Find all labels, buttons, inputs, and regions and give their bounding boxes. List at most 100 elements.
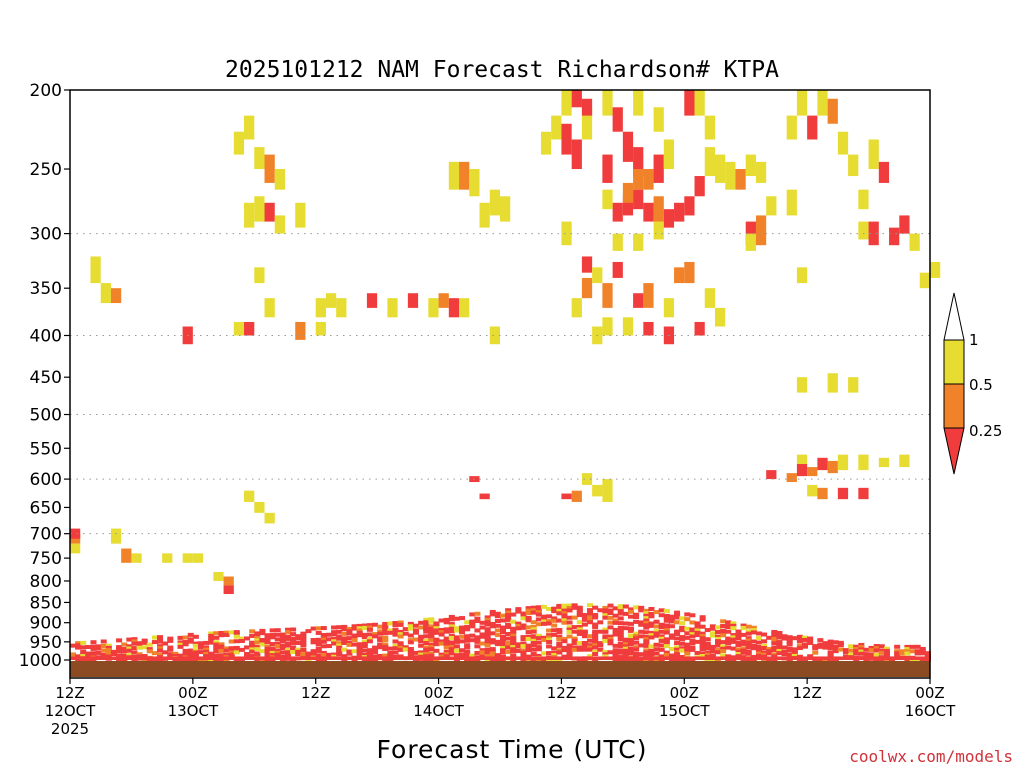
y-tick-label: 600 (30, 470, 62, 490)
boundary-layer-cell (377, 638, 384, 643)
boundary-layer-cell (285, 627, 291, 632)
boundary-layer-cell (249, 629, 256, 634)
boundary-layer-cell (197, 658, 204, 663)
boundary-layer-cell (438, 639, 445, 644)
boundary-layer-cell (402, 647, 409, 652)
boundary-layer-cell (387, 630, 394, 635)
boundary-layer-cell (735, 629, 742, 634)
boundary-layer-cell (433, 642, 440, 647)
boundary-layer-cell (510, 645, 517, 650)
boundary-layer-cell (331, 625, 338, 630)
boundary-layer-cell (561, 620, 568, 625)
boundary-layer-cell (720, 653, 727, 658)
boundary-layer-cell (418, 620, 425, 625)
boundary-layer-cell (479, 620, 486, 625)
boundary-layer-cell (474, 650, 481, 655)
boundary-layer-cell (407, 646, 414, 651)
boundary-layer-cell (740, 650, 747, 655)
boundary-layer-cell (571, 615, 578, 620)
boundary-layer-cell (689, 632, 696, 637)
legend-swatch-yellow (943, 339, 965, 385)
boundary-layer-cell (612, 650, 619, 655)
boundary-layer-cell (674, 647, 681, 652)
boundary-layer-cell (290, 650, 297, 655)
x-tick-label: 12Z (547, 684, 576, 702)
boundary-layer-cell (617, 648, 624, 653)
boundary-layer-cell (80, 645, 87, 650)
boundary-layer-cell (218, 633, 225, 638)
boundary-layer-cell (366, 625, 373, 630)
boundary-layer-cell (715, 643, 721, 648)
boundary-layer-cell (730, 626, 737, 631)
heatmap-cell (868, 139, 879, 170)
boundary-layer-cell (592, 613, 599, 618)
heatmap-cell (653, 221, 664, 240)
boundary-layer-cell (832, 646, 839, 651)
boundary-layer-cell (633, 645, 640, 650)
boundary-layer-cell (418, 650, 425, 655)
boundary-layer-cell (546, 628, 553, 633)
boundary-layer-cell (279, 643, 286, 648)
y-tick-label: 300 (30, 225, 62, 245)
boundary-layer-cell (612, 606, 619, 611)
boundary-layer-cell (689, 647, 696, 652)
boundary-layer-cell (791, 653, 798, 658)
boundary-layer-cell (366, 639, 373, 644)
boundary-layer-cell (366, 648, 373, 653)
boundary-layer-cell (566, 620, 573, 625)
boundary-layer-cell (438, 641, 445, 646)
boundary-layer-cell (325, 652, 332, 657)
boundary-layer-cell (290, 641, 297, 646)
boundary-layer-cell (904, 647, 911, 652)
boundary-layer-cell (576, 641, 583, 646)
boundary-layer-cell (745, 651, 752, 656)
boundary-layer-cell (638, 605, 645, 610)
boundary-layer-cell (766, 635, 773, 640)
boundary-layer-cell (868, 645, 875, 650)
boundary-layer-cell (100, 639, 107, 644)
boundary-layer-cell (663, 618, 670, 623)
boundary-layer-cell (505, 615, 512, 620)
boundary-layer-cell (448, 629, 455, 634)
boundary-layer-cell (612, 648, 619, 653)
heatmap-cell (244, 490, 255, 502)
boundary-layer-cell (735, 654, 742, 659)
boundary-layer-cell (397, 620, 404, 625)
boundary-layer-cell (684, 631, 691, 636)
boundary-layer-cell (423, 647, 430, 652)
heatmap-cell (622, 182, 634, 203)
boundary-layer-cell (561, 603, 568, 608)
boundary-layer-cell (315, 648, 322, 653)
boundary-layer-cell (274, 648, 281, 653)
boundary-layer-cell (146, 642, 153, 647)
boundary-layer-cell (279, 646, 286, 651)
heatmap-cell (244, 115, 255, 140)
boundary-layer-cell (540, 638, 547, 643)
heatmap-cell (336, 298, 347, 318)
boundary-layer-cell (95, 646, 102, 651)
boundary-layer-cell (377, 636, 384, 641)
boundary-layer-cell (551, 628, 558, 633)
boundary-layer-cell (346, 649, 353, 654)
boundary-layer-cell (776, 648, 783, 653)
boundary-layer-cell (192, 643, 199, 648)
boundary-layer-cell (699, 653, 706, 658)
boundary-layer-cell (75, 641, 82, 646)
boundary-layer-cell (453, 626, 460, 631)
boundary-layer-cell (776, 651, 783, 656)
boundary-layer-cell (658, 625, 665, 630)
boundary-layer-cell (300, 636, 307, 641)
boundary-layer-cell (720, 624, 727, 629)
boundary-layer-cell (70, 643, 76, 648)
heatmap-cell (837, 487, 849, 500)
boundary-layer-cell (520, 652, 527, 657)
heatmap-cell (735, 169, 746, 190)
boundary-layer-cell (904, 644, 911, 649)
boundary-layer-cell (279, 639, 286, 644)
boundary-layer-cell (264, 646, 271, 651)
boundary-layer-cell (643, 643, 650, 648)
boundary-layer-cell (290, 658, 297, 663)
boundary-layer-cell (377, 624, 384, 629)
boundary-layer-cell (203, 654, 210, 659)
boundary-layer-cell (883, 648, 890, 653)
